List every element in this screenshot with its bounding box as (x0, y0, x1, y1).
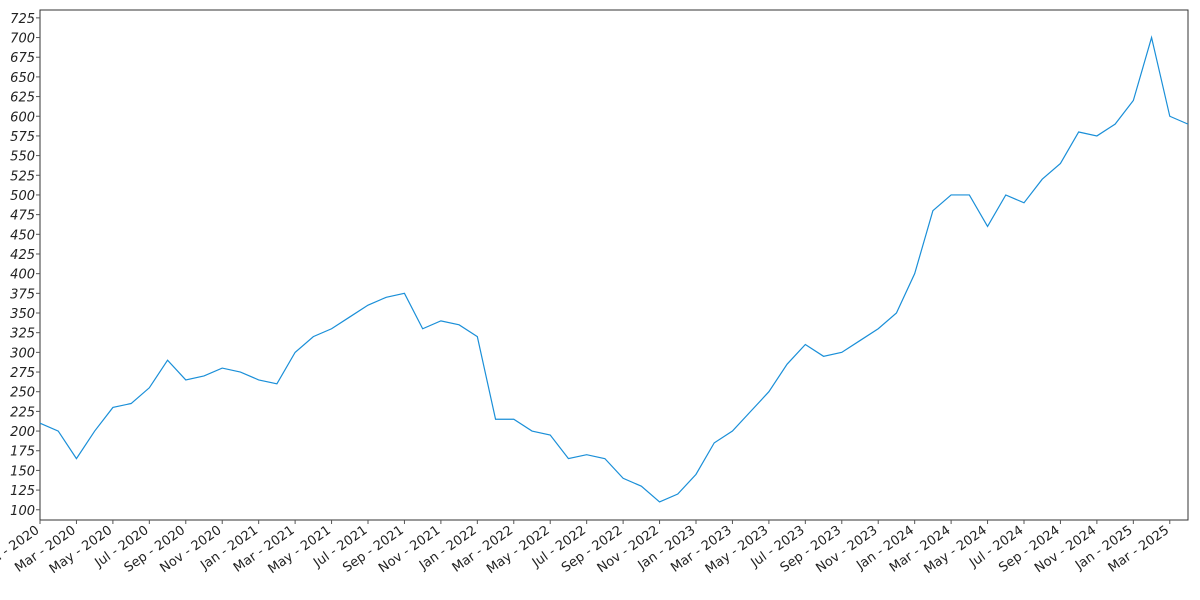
y-tick-label: 175 (10, 445, 35, 460)
y-tick-label: 150 (10, 464, 35, 479)
y-tick-label: 525 (10, 169, 35, 184)
price-line (39, 35, 1189, 503)
y-tick-label: 200 (10, 425, 35, 440)
y-tick-label: 550 (10, 150, 35, 165)
y-tick-label: 300 (10, 346, 35, 361)
y-tick-label: 725 (10, 12, 35, 27)
y-tick-label: 100 (10, 504, 35, 519)
y-tick-label: 400 (10, 268, 35, 283)
y-tick-label: 250 (10, 386, 35, 401)
y-tick-label: 675 (10, 51, 35, 66)
y-tick-label: 325 (10, 327, 35, 342)
y-tick-label: 600 (10, 110, 35, 125)
y-tick-label: 125 (10, 484, 35, 499)
y-tick-label: 425 (10, 248, 35, 263)
y-tick-label: 700 (10, 32, 35, 47)
y-tick-label: 500 (10, 189, 35, 204)
y-tick-label: 450 (10, 228, 35, 243)
y-tick-label: 575 (10, 130, 35, 145)
y-tick-label: 375 (10, 287, 35, 302)
y-tick-label: 275 (10, 366, 35, 381)
y-tick-label: 350 (10, 307, 35, 322)
y-tick-label: 475 (10, 209, 35, 224)
plot-frame (39, 9, 1189, 521)
y-tick-label: 625 (10, 91, 35, 106)
y-tick-label: 650 (10, 71, 35, 86)
y-tick-label: 225 (10, 405, 35, 420)
